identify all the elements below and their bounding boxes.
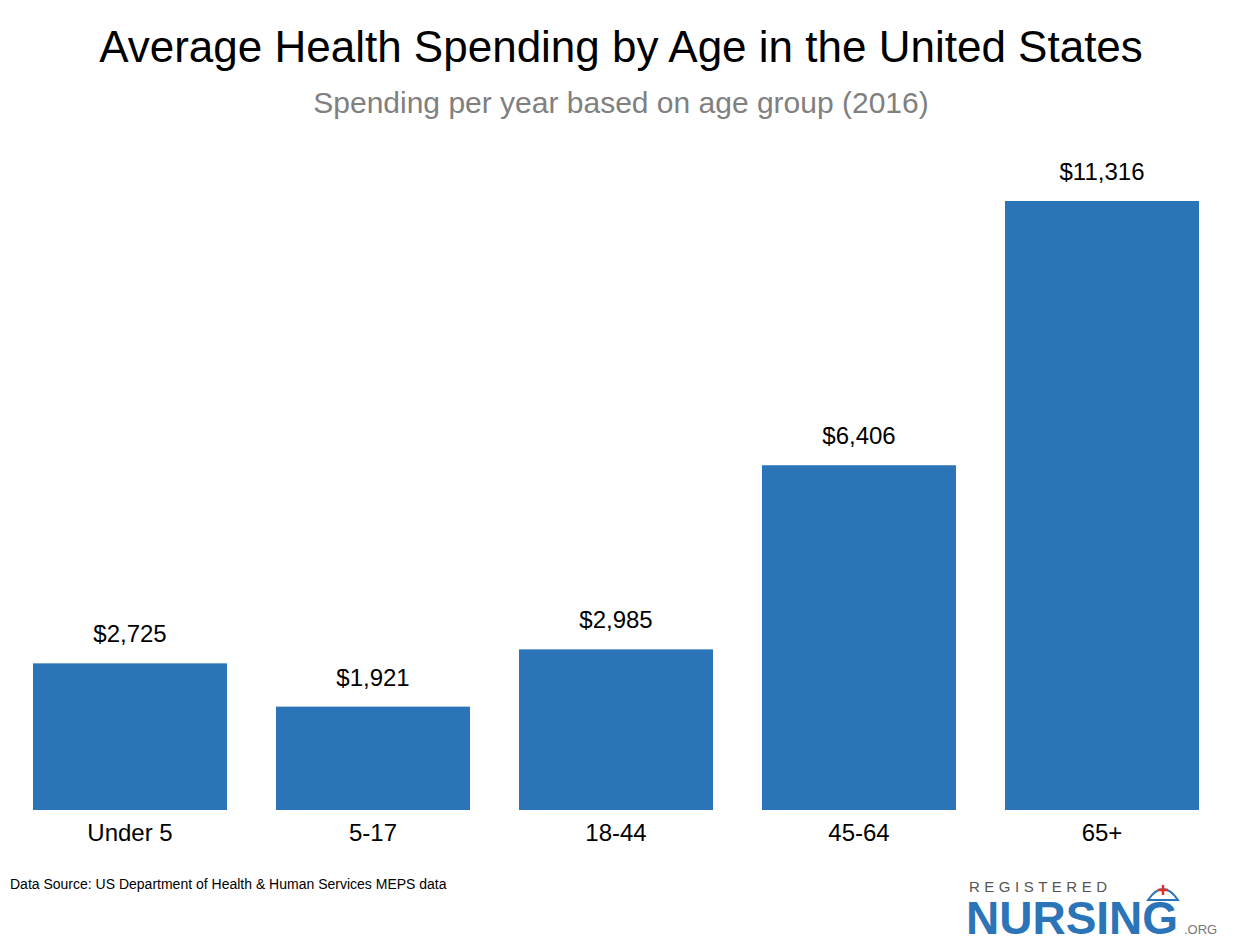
- x-tick: 45-64: [828, 819, 889, 846]
- data-label: $2,725: [93, 620, 166, 647]
- x-tick-label: 65+: [1082, 819, 1123, 846]
- logo-icon: [1148, 885, 1178, 900]
- x-tick: 5-17: [349, 819, 397, 846]
- logo: REGISTEREDNURSING.ORG: [966, 878, 1217, 944]
- x-tick: 18-44: [585, 819, 646, 846]
- bar: [519, 649, 713, 810]
- x-tick: 65+: [1082, 819, 1123, 846]
- bar: [1005, 201, 1199, 810]
- logo-suffix: .ORG: [1184, 922, 1217, 937]
- data-label: $1,921: [336, 664, 409, 691]
- x-tick-label: 5-17: [349, 819, 397, 846]
- x-tick-label: 18-44: [585, 819, 646, 846]
- source: Data Source: US Department of Health & H…: [10, 876, 447, 892]
- x-tick-label: 45-64: [828, 819, 889, 846]
- subtitle: Spending per year based on age group (20…: [313, 86, 928, 119]
- x-tick-label: Under 5: [87, 819, 172, 846]
- bars: [33, 201, 1199, 810]
- logo-cross: [1158, 885, 1168, 895]
- data-label: $11,316: [1060, 158, 1145, 185]
- data-label: $2,985: [579, 606, 652, 633]
- bar: [33, 663, 227, 810]
- logo-main: NURSING: [966, 892, 1178, 944]
- x-tick: Under 5: [87, 819, 172, 846]
- data-labels: $2,725 $1,921 $2,985 $6,406 $11,316: [93, 158, 1144, 691]
- bar: [762, 465, 956, 810]
- x-axis-line: [9, 810, 1224, 811]
- chart: Average Health Spending by Age in the Un…: [0, 0, 1242, 949]
- bar: [276, 707, 470, 810]
- title: Average Health Spending by Age in the Un…: [99, 22, 1143, 71]
- x-axis: Under 5 5-17 18-44 45-64 65+: [9, 811, 1224, 847]
- data-label: $6,406: [822, 422, 895, 449]
